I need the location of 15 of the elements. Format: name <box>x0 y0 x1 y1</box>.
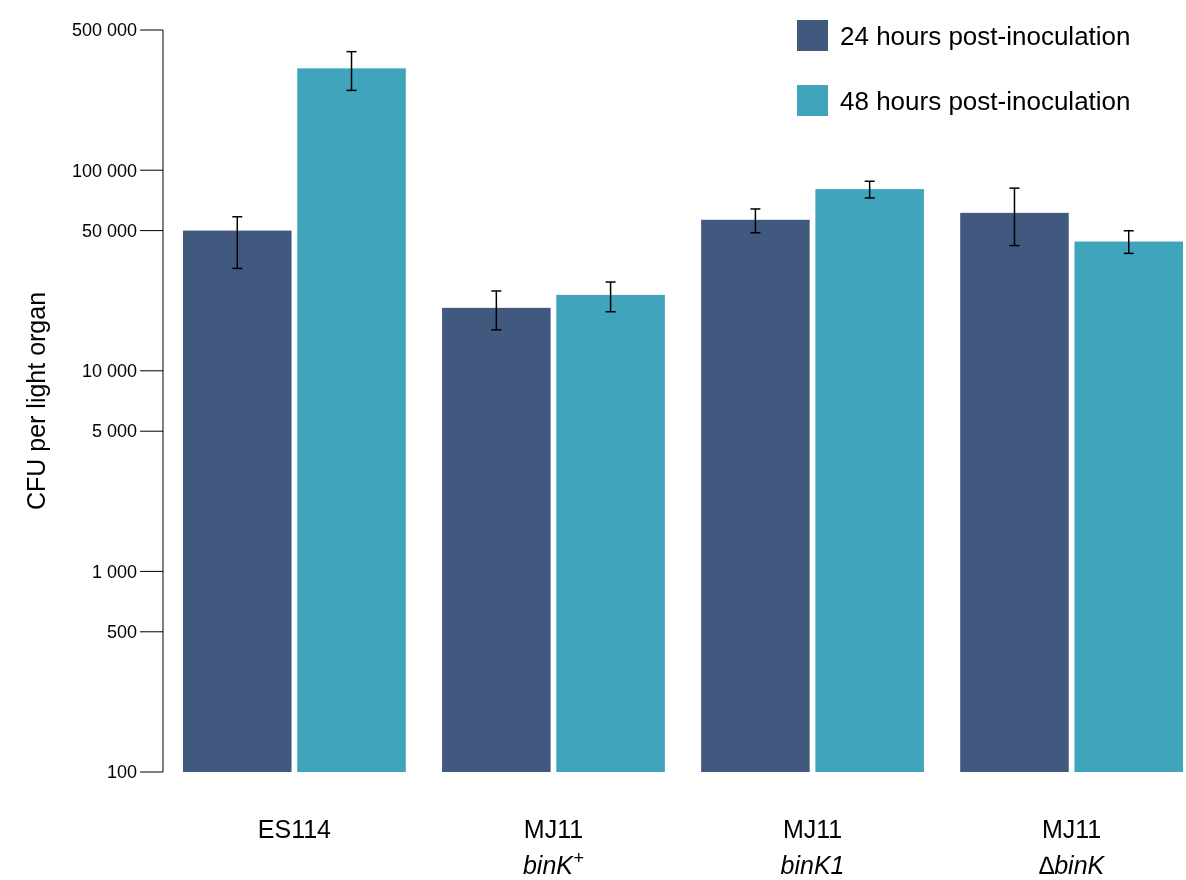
y-tick-label: 5 000 <box>91 421 137 442</box>
y-tick-label: 100 <box>106 762 137 783</box>
y-axis-title: CFU per light organ <box>22 291 50 511</box>
x-tick-label: ES114 <box>257 815 332 843</box>
y-tick-label: 10 000 <box>81 361 137 382</box>
y-tick-label: 1 000 <box>91 561 137 582</box>
legend-label: 48 hours post-inoculation <box>840 86 1131 117</box>
legend-label: 24 hours post-inoculation <box>840 21 1131 52</box>
y-tick-label: 500 000 <box>71 20 137 41</box>
y-tick-label: 500 <box>106 622 137 643</box>
y-tick-label: 100 000 <box>71 160 137 181</box>
x-tick-label: MJ11 binK1 <box>780 815 845 879</box>
x-tick-label: MJ11 binK$^{+}$ <box>522 815 585 879</box>
y-tick-label: 50 000 <box>81 220 137 241</box>
x-tick-label: MJ11 ∆binK <box>1038 815 1106 879</box>
